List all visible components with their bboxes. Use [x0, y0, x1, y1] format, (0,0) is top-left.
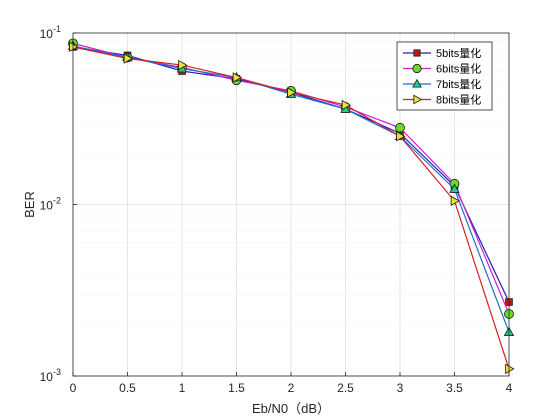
y-tick-label: 10-2: [40, 196, 61, 213]
y-tick-base: 10: [40, 199, 54, 213]
data-point: [450, 195, 461, 207]
x-axis-label: Eb/N0（dB）: [252, 401, 330, 416]
legend-entry: 6bits量化: [403, 62, 481, 76]
y-tick-base: 10: [40, 370, 54, 384]
series-layer: [67, 38, 515, 375]
y-tick-exponent: -3: [53, 367, 61, 377]
x-tick-label: 3.5: [446, 381, 463, 395]
x-tick-label: 2.5: [337, 381, 354, 395]
legend-marker: [413, 94, 423, 105]
data-point: [449, 183, 460, 193]
y-tick-label: 10-3: [40, 367, 61, 384]
legend-label: 7bits量化: [436, 77, 481, 91]
x-ticks: 0 0.5 1 1.5 2 2.5 3 3.5 4: [70, 372, 513, 395]
y-tick-label: 10-1: [40, 24, 61, 41]
x-tick-label: 0: [70, 381, 77, 395]
legend-label: 5bits量化: [436, 46, 481, 60]
series-8bits: [69, 41, 515, 375]
legend-marker: [412, 63, 422, 74]
y-tick-exponent: -2: [53, 196, 61, 206]
data-point: [232, 72, 243, 83]
data-point: [505, 363, 515, 375]
legend-entry: 7bits量化: [403, 77, 481, 91]
legend-label: 6bits量化: [436, 62, 481, 76]
x-tick-label: 0.5: [119, 381, 136, 395]
x-tick-label: 2: [288, 381, 295, 395]
legend-marker: [412, 78, 422, 88]
data-point: [178, 59, 188, 71]
x-tick-label: 4: [506, 381, 513, 395]
legend-marker: [413, 49, 421, 57]
legend-label: 8bits量化: [436, 93, 481, 107]
x-tick-label: 3: [397, 381, 404, 395]
legend-entry: 8bits量化: [403, 93, 481, 107]
y-tick-base: 10: [40, 27, 54, 41]
x-tick-label: 1.5: [228, 381, 245, 395]
data-point: [69, 41, 79, 53]
legend-entry: 5bits量化: [403, 46, 481, 60]
data-point: [341, 99, 352, 111]
y-axis-label: BER: [22, 191, 37, 218]
data-point: [396, 131, 406, 142]
data-point: [123, 53, 134, 64]
y-tick-exponent: -1: [53, 24, 61, 34]
data-point: [287, 87, 297, 98]
x-tick-label: 1: [179, 381, 186, 395]
y-ticks: 10-110-210-3: [40, 24, 77, 384]
